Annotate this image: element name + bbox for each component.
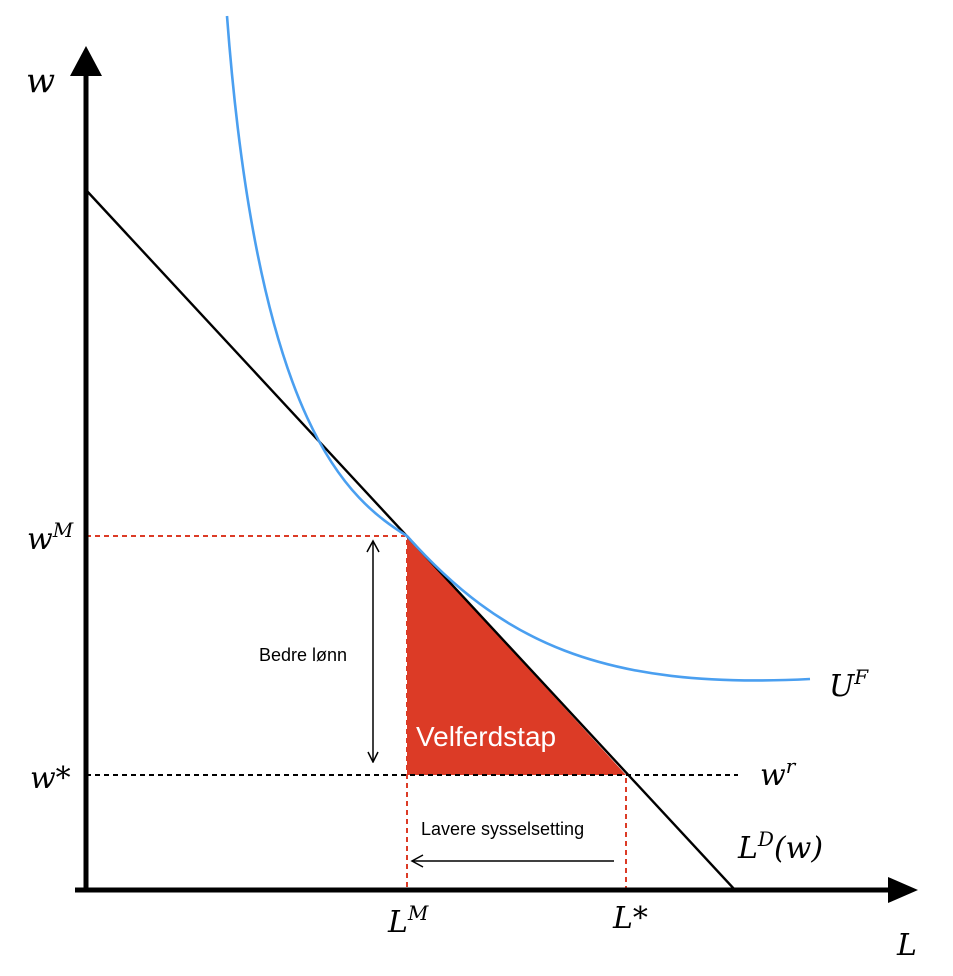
LM-tick-label: LM: [387, 901, 429, 940]
y-axis-arrowhead: [70, 46, 102, 76]
better-wage-arrowhead: [366, 539, 380, 553]
LD-curve-label: LD(w): [737, 827, 823, 866]
lower-employment-arrowhead: [410, 854, 424, 868]
indifference-curve: [225, 15, 811, 682]
y-axis-label: w: [26, 61, 55, 101]
x-axis-arrowhead: [888, 877, 918, 903]
UF-curve-label: UF: [829, 665, 869, 704]
wM-tick-label: wM: [27, 518, 74, 557]
x-axis-label: L: [896, 928, 917, 963]
wr-line-label: wr: [760, 754, 797, 793]
wstar-tick-label: w*: [30, 761, 71, 796]
better-wage-label: Bedre lønn: [259, 645, 347, 665]
deadweight-loss-label: Velferdstap: [416, 721, 556, 752]
Lstar-tick-label: L*: [612, 901, 648, 936]
lower-employment-label: Lavere sysselsetting: [421, 819, 584, 839]
